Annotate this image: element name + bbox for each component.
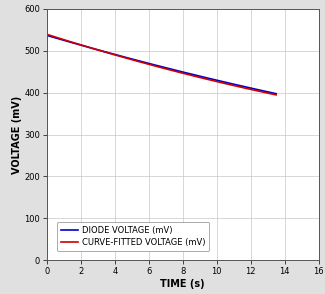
CURVE-FITTED VOLTAGE (mV) <box>154 64 158 68</box>
CURVE-FITTED VOLTAGE (mV) <box>274 93 278 97</box>
Y-axis label: VOLTAGE (mV): VOLTAGE (mV) <box>11 95 21 174</box>
Legend: DIODE VOLTAGE (mV), CURVE-FITTED VOLTAGE (mV): DIODE VOLTAGE (mV), CURVE-FITTED VOLTAGE… <box>57 222 209 251</box>
DIODE VOLTAGE (mV) <box>169 67 173 71</box>
DIODE VOLTAGE (mV) <box>155 64 159 67</box>
X-axis label: TIME (s): TIME (s) <box>161 279 205 289</box>
DIODE VOLTAGE (mV) <box>45 34 49 37</box>
Line: CURVE-FITTED VOLTAGE (mV): CURVE-FITTED VOLTAGE (mV) <box>47 34 276 95</box>
DIODE VOLTAGE (mV) <box>269 91 273 94</box>
CURVE-FITTED VOLTAGE (mV) <box>181 72 185 75</box>
DIODE VOLTAGE (mV) <box>233 83 237 86</box>
CURVE-FITTED VOLTAGE (mV) <box>169 69 173 72</box>
DIODE VOLTAGE (mV) <box>274 92 278 96</box>
DIODE VOLTAGE (mV) <box>181 71 185 74</box>
Line: DIODE VOLTAGE (mV): DIODE VOLTAGE (mV) <box>47 36 276 94</box>
CURVE-FITTED VOLTAGE (mV) <box>233 84 237 88</box>
CURVE-FITTED VOLTAGE (mV) <box>45 33 49 36</box>
CURVE-FITTED VOLTAGE (mV) <box>155 65 159 68</box>
DIODE VOLTAGE (mV) <box>154 64 158 67</box>
CURVE-FITTED VOLTAGE (mV) <box>269 92 273 96</box>
